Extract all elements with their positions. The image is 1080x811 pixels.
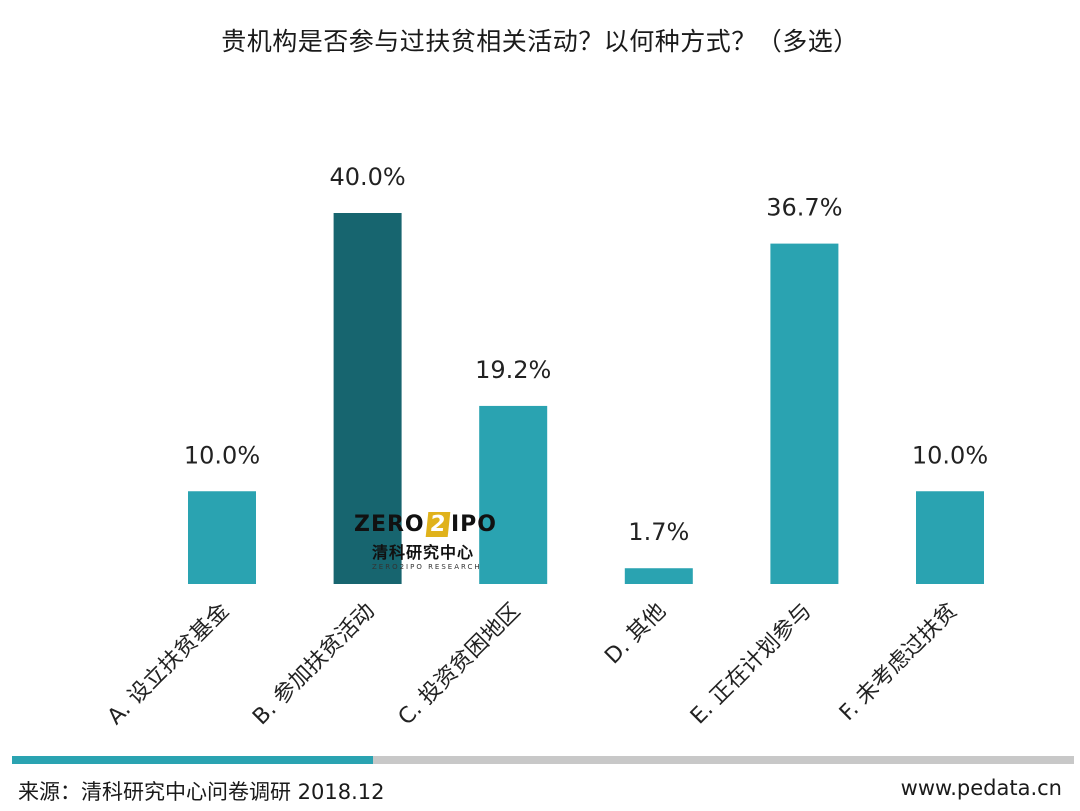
watermark-brand-right: IPO xyxy=(450,512,497,537)
source-note: 来源：清科研究中心问卷调研 2018.12 xyxy=(18,780,385,804)
bar-5 xyxy=(916,491,984,584)
bar-0 xyxy=(188,491,256,584)
category-label-3: D. 其他 xyxy=(600,599,671,670)
value-label-2: 19.2% xyxy=(475,356,551,384)
watermark-brand-two: 2 xyxy=(425,512,451,537)
bar-chart: 10.0% 40.0% 19.2% 1.7% 36.7% 10.0% A. 设立扶贫基金 B… xyxy=(103,163,988,731)
category-label-0: A. 设立扶贫基金 xyxy=(103,599,234,730)
watermark-brand-left: ZERO xyxy=(354,512,425,537)
category-label-5: F. 未考虑过扶贫 xyxy=(835,599,962,726)
bottom-progress-fill xyxy=(12,756,374,764)
category-label-4: E. 正在计划参与 xyxy=(686,599,817,730)
bar-2 xyxy=(479,405,548,584)
watermark-brand: ZERO 2 IPO xyxy=(354,512,514,537)
category-label-1: B. 参加扶贫活动 xyxy=(248,599,380,731)
chart-title: 贵机构是否参与过扶贫相关活动？以何种方式？（多选） xyxy=(221,27,859,56)
value-label-3: 1.7% xyxy=(628,518,689,546)
watermark-en: ZERO2IPO RESEARCH xyxy=(372,563,482,571)
zero2ipo-watermark-logo: ZERO 2 IPO 清科研究中心 ZERO2IPO RESEARCH xyxy=(354,512,514,582)
bar-3 xyxy=(624,568,693,584)
value-label-0: 10.0% xyxy=(184,441,260,469)
value-label-1: 40.0% xyxy=(329,163,405,191)
value-label-5: 10.0% xyxy=(912,441,988,469)
watermark-cn: 清科研究中心 xyxy=(372,543,475,562)
bar-1 xyxy=(333,213,402,584)
category-label-2: C. 投资贫困地区 xyxy=(394,599,526,731)
value-label-4: 36.7% xyxy=(766,194,842,222)
bar-4 xyxy=(770,243,839,585)
site-url: www.pedata.cn xyxy=(900,776,1062,800)
bottom-progress-bar xyxy=(12,756,1074,764)
